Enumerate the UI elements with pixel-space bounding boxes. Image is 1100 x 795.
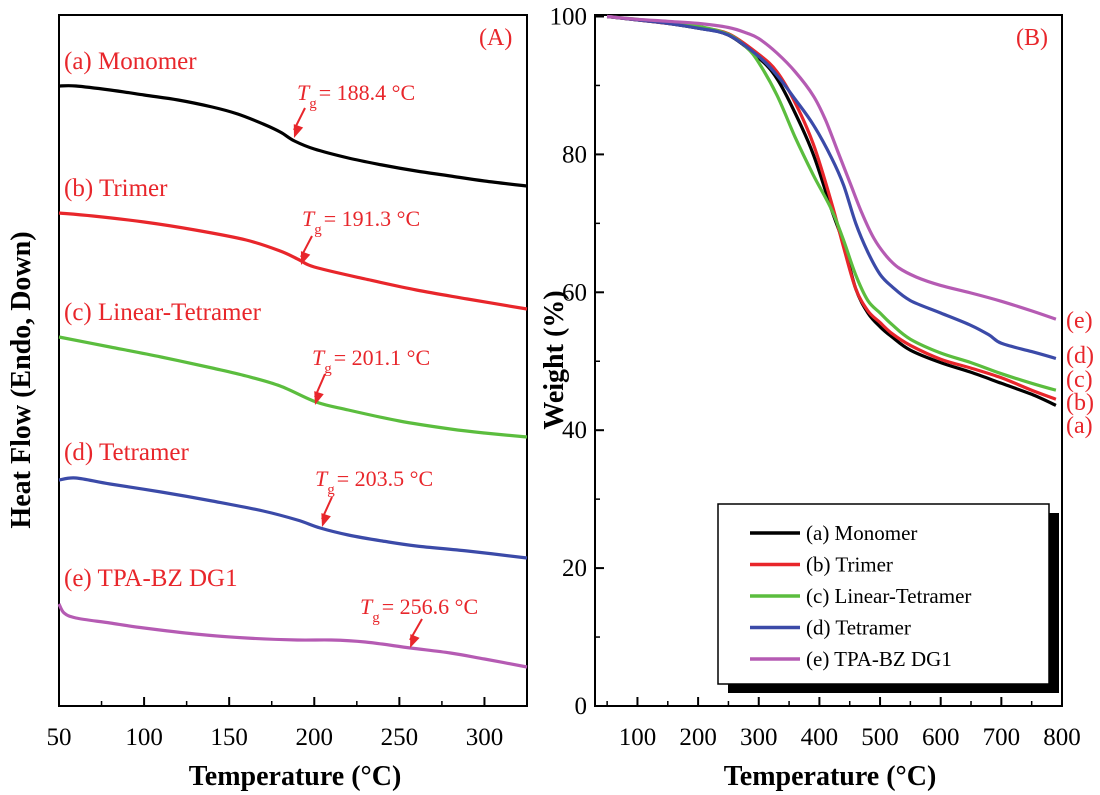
panel-b-axis-ticks: 100 200 300 400 500 600 700 800 0 20 40 60 80 100 bbox=[550, 4, 1081, 752]
panel-a-line-d-tetramer bbox=[58, 476, 528, 560]
panel-b-y-tick-label: 80 bbox=[562, 141, 587, 168]
panel-a-tg-arrowhead bbox=[300, 251, 311, 265]
panel-b-legend-label: (a) Monomer bbox=[806, 521, 917, 545]
panel-b-y-tick-label: 60 bbox=[562, 279, 587, 306]
panel-b-line-d-tetramer bbox=[606, 14, 1057, 361]
panel-a-series-c-linear-tetramer: (c) Linear-Tetramer Tg= 201.1 °C bbox=[58, 299, 528, 439]
panel-b-end-label: (e) bbox=[1066, 308, 1093, 334]
panel-a-tg-arrowhead bbox=[321, 513, 331, 527]
panel-a-x-tick-label: 50 bbox=[47, 724, 72, 751]
panel-b-line-e-tpa-bz-dg1 bbox=[606, 14, 1057, 321]
panel-a-x-tick-label: 150 bbox=[210, 724, 248, 751]
panel-b-x-tick-label: 200 bbox=[679, 724, 717, 751]
panel-a-tag: (A) bbox=[479, 25, 512, 51]
panel-a-x-ticks: 50 100 150 200 250 300 bbox=[47, 697, 504, 751]
panel-b-legend-label: (e) TPA-BZ DG1 bbox=[806, 647, 952, 671]
panel-a-x-tick-label: 300 bbox=[466, 724, 504, 751]
panel-a-tg-annotation: Tg= 191.3 °C bbox=[302, 206, 420, 238]
panel-b-x-axis-title: Temperature (°C) bbox=[724, 761, 937, 792]
panel-b-legend: (a) Monomer (b) Trimer (c) Linear-Tetramer… bbox=[717, 503, 1059, 693]
panel-a-series-b-trimer: (b) Trimer Tg= 191.3 °C bbox=[58, 175, 528, 311]
panel-a-tg-annotation: Tg= 201.1 °C bbox=[312, 345, 430, 377]
panel-a-series-d-tetramer: (d) Tetramer Tg= 203.5 °C bbox=[58, 439, 528, 560]
panel-a-curve-label: (c) Linear-Tetramer bbox=[64, 299, 262, 326]
panel-b-x-tick-label: 100 bbox=[619, 724, 657, 751]
panel-b-x-tick-label: 400 bbox=[801, 724, 839, 751]
panel-b-legend-label: (b) Trimer bbox=[806, 553, 893, 577]
panel-a-tg-annotation: Tg= 203.5 °C bbox=[315, 466, 433, 498]
panel-b-y-tick-label: 0 bbox=[575, 693, 588, 720]
panel-b-y-tick-label: 40 bbox=[562, 417, 587, 444]
panel-a-curve-label: (e) TPA-BZ DG1 bbox=[64, 565, 238, 592]
panel-b-end-label: (c) bbox=[1066, 367, 1093, 393]
panel-a-dsc-chart: 50 100 150 200 250 300 (a) Monomer Tg= 188.4 °… bbox=[6, 14, 528, 792]
panel-a-tg-annotation: Tg= 188.4 °C bbox=[297, 80, 415, 112]
panel-b-x-tick-label: 800 bbox=[1043, 724, 1081, 751]
panel-b-x-tick-label: 500 bbox=[861, 724, 899, 751]
panel-a-plot-frame bbox=[58, 14, 528, 707]
panel-a-curve-label: (d) Tetramer bbox=[64, 439, 189, 466]
panel-a-line-b-trimer bbox=[58, 211, 528, 311]
panel-a-x-tick-label: 250 bbox=[381, 724, 419, 751]
panel-a-x-axis-title: Temperature (°C) bbox=[189, 761, 402, 792]
panel-b-series bbox=[606, 14, 1057, 407]
panel-a-x-tick-label: 100 bbox=[125, 724, 163, 751]
panel-a-series-e-tpa-bz-dg1: (e) TPA-BZ DG1 Tg= 256.6 °C bbox=[57, 565, 528, 669]
panel-a-line-e-tpa-bz-dg1 bbox=[57, 603, 528, 669]
panel-b-y-tick-label: 20 bbox=[562, 555, 587, 582]
panel-b-tga-chart: 100 200 300 400 500 600 700 800 0 20 40 60 80 100 (a)… bbox=[539, 4, 1094, 793]
panel-b-x-tick-label: 600 bbox=[922, 724, 960, 751]
panel-a-x-tick-label: 200 bbox=[296, 724, 334, 751]
panel-b-legend-label: (c) Linear-Tetramer bbox=[806, 584, 971, 608]
panel-b-legend-label: (d) Tetramer bbox=[806, 616, 911, 640]
panel-a-tg-arrowhead bbox=[293, 124, 304, 138]
panel-a-curve-label: (b) Trimer bbox=[64, 175, 168, 202]
panel-b-end-label: (a) bbox=[1066, 413, 1093, 439]
panel-b-tag: (B) bbox=[1016, 25, 1048, 51]
panel-a-line-a-monomer bbox=[58, 84, 528, 188]
panel-b-end-label: (d) bbox=[1066, 343, 1094, 369]
panel-a-series-a-monomer: (a) Monomer Tg= 188.4 °C bbox=[58, 48, 528, 188]
panel-a-series: (a) Monomer Tg= 188.4 °C (b) Trimer Tg= 191… bbox=[57, 48, 528, 669]
panel-a-y-axis-title: Heat Flow (Endo, Down) bbox=[6, 231, 37, 528]
panel-b-x-tick-label: 300 bbox=[740, 724, 778, 751]
panel-b-end-labels: (a)(b)(c)(d) (e) bbox=[1066, 308, 1094, 439]
panel-a-tg-annotation: Tg= 256.6 °C bbox=[360, 594, 478, 626]
panel-b-x-tick-label: 700 bbox=[983, 724, 1021, 751]
panel-a-line-c-linear-tetramer bbox=[58, 335, 528, 439]
panel-a-tg-arrowhead bbox=[314, 391, 324, 405]
panel-b-end-label: (b) bbox=[1066, 390, 1094, 416]
panel-b-y-tick-label: 100 bbox=[550, 4, 588, 31]
panel-a-curve-label: (a) Monomer bbox=[64, 48, 197, 75]
panel-b-y-axis-title: Weight (%) bbox=[539, 290, 570, 429]
panel-a-tg-arrowhead bbox=[410, 634, 420, 648]
